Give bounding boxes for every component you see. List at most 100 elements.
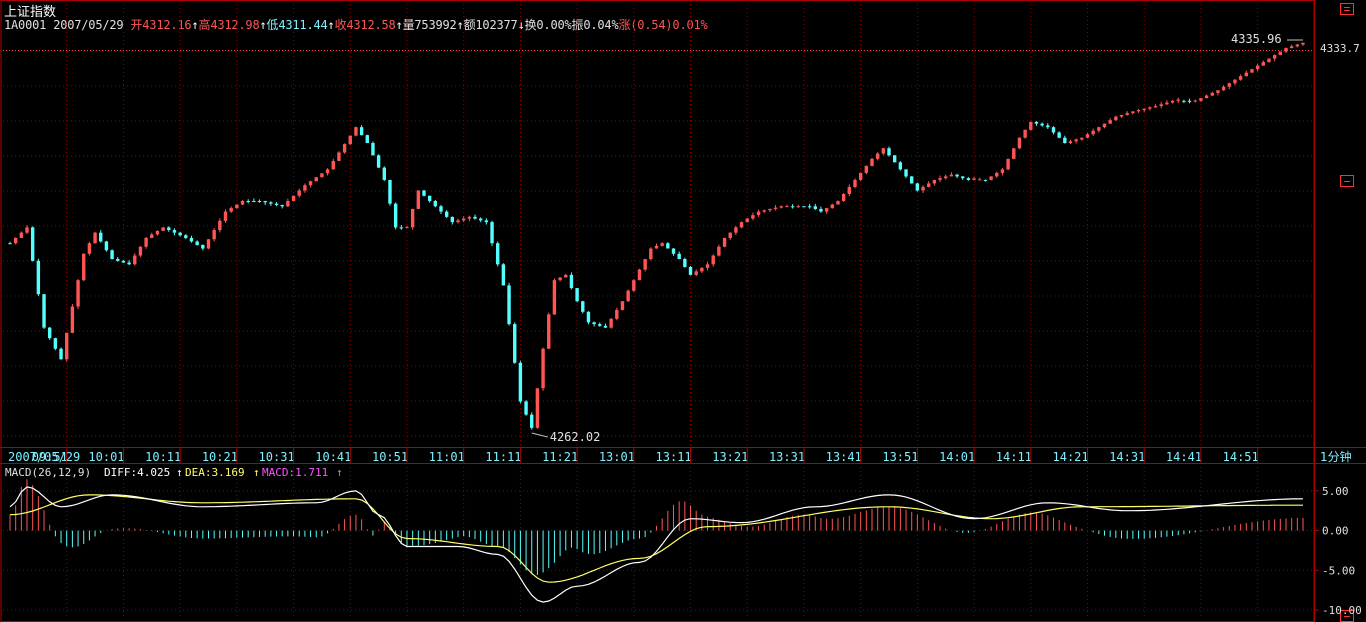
period-label: 1分钟 [1320, 449, 1352, 464]
outer-frame [0, 0, 1315, 622]
quote-field-arrow: ↑ [456, 18, 464, 32]
candle-up [779, 206, 783, 208]
candle-down [909, 176, 914, 184]
candle-down [195, 241, 199, 245]
time-tick-label: 13:31 [769, 450, 805, 464]
candle-up [82, 253, 86, 281]
candle-up [1233, 79, 1237, 84]
candle-down [490, 222, 494, 244]
candle-up [1170, 100, 1175, 103]
candle-up [881, 148, 886, 154]
quote-field-1: 高4312.98↑ [199, 18, 267, 32]
candle-up [768, 208, 772, 211]
time-tick-label: 11:01 [429, 450, 465, 464]
candle-down [983, 179, 988, 181]
candle-down [422, 190, 426, 196]
candle-up [212, 230, 216, 240]
candle-up [320, 173, 324, 178]
candle-up [649, 248, 653, 260]
candle-up [410, 208, 415, 228]
candle-down [444, 211, 449, 217]
candle-up [1193, 100, 1197, 102]
candle-down [399, 227, 404, 229]
candle-down [887, 148, 891, 156]
time-tick-label: 14:51 [1223, 450, 1259, 464]
candle-down [99, 232, 103, 242]
candle-up [847, 186, 852, 194]
dea-arrow: ↑ [253, 466, 260, 479]
time-tick-label: 14:31 [1109, 450, 1145, 464]
macd-indicator-name: MACD(26,12,9) [5, 466, 91, 479]
candle-up [609, 318, 613, 328]
candle-up [875, 153, 880, 159]
high-price-label: 4335.96 [1231, 32, 1282, 46]
candle-down [246, 201, 250, 203]
candle-down [127, 262, 131, 265]
candle-up [155, 230, 160, 235]
quote-field-label: 量 [402, 18, 415, 32]
quote-date: 2007/05/29 [53, 18, 124, 32]
candle-up [467, 216, 472, 219]
candle-down [1063, 137, 1067, 144]
candle-up [1244, 72, 1248, 77]
candle-down [518, 362, 523, 402]
candle-up [1227, 83, 1231, 87]
diff-arrow: ↑ [176, 466, 183, 479]
quote-field-value: (0.54)0.01% [630, 18, 708, 32]
quote-field-value: 4311.44 [278, 18, 328, 32]
time-tick-label: 14:01 [939, 450, 975, 464]
candle-up [643, 259, 647, 270]
candle-up [938, 178, 942, 180]
axis-date-label: 2007/05/29 [8, 450, 80, 464]
candle-up [705, 264, 710, 268]
candle-up [944, 176, 948, 179]
candle-down [172, 230, 177, 233]
candle-down [603, 325, 608, 328]
candle-down [688, 266, 693, 275]
time-tick-label: 11:11 [485, 450, 521, 464]
candle-up [989, 176, 993, 180]
candle-up [325, 169, 330, 174]
candle-up [1023, 129, 1027, 138]
candle-up [694, 271, 698, 275]
candle-up [1097, 127, 1101, 131]
candle-down [393, 203, 398, 228]
candle-up [1114, 116, 1118, 121]
candle-down [892, 155, 897, 163]
candle-up [297, 190, 301, 196]
candle-up [348, 135, 352, 145]
maximize-button[interactable] [1340, 3, 1354, 15]
candle-up [853, 179, 857, 187]
candle-down [1046, 125, 1050, 128]
candle-down [790, 206, 795, 208]
candle-down [484, 220, 489, 223]
quote-field-label: 换 [524, 18, 537, 32]
time-tick-label: 10:31 [259, 450, 295, 464]
time-tick-label: 13:21 [712, 450, 748, 464]
candle-up [1250, 69, 1254, 73]
candle-up [456, 220, 460, 223]
candle-up [1267, 58, 1271, 63]
candle-up [337, 152, 341, 161]
candle-up [13, 237, 18, 244]
candle-down [581, 301, 585, 312]
time-tick-label: 11:21 [542, 450, 578, 464]
candle-up [138, 246, 143, 256]
candle-up [87, 243, 92, 254]
candle-up [223, 211, 228, 221]
candle-down [121, 260, 126, 263]
candle-down [1057, 132, 1061, 138]
candle-up [1289, 46, 1294, 49]
window-toggle-button[interactable] [1340, 175, 1354, 187]
candle-up [229, 208, 233, 212]
candle-up [133, 255, 137, 265]
candle-up [717, 246, 721, 256]
macd-axis-label: 5.00 [1322, 485, 1349, 498]
candle-down [507, 285, 511, 325]
candle-down [671, 248, 676, 254]
time-axis: 2007/05/29 1分钟 09:51 10:01 10:11 10:21 10:31… [8, 448, 1352, 464]
candle-up [637, 269, 642, 281]
candle-up [535, 388, 540, 428]
candle-down [898, 162, 903, 170]
